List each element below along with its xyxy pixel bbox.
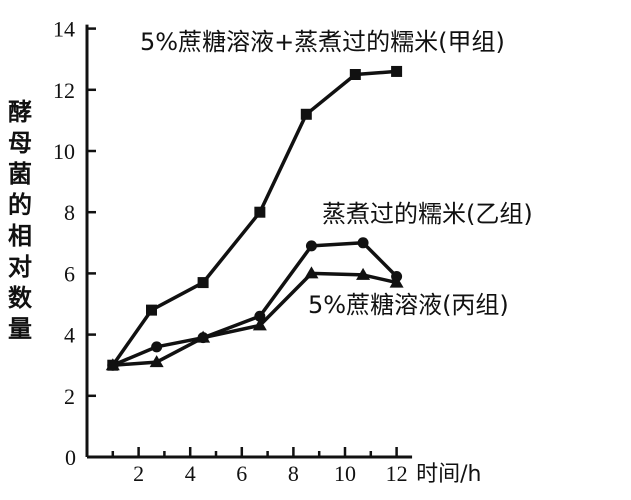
y-axis-title: 酵母菌的相对数量	[8, 98, 33, 343]
x-tick-label: 2	[133, 461, 144, 486]
triangle-marker	[304, 266, 319, 279]
circle-marker	[357, 237, 369, 249]
y-tick-label: 10	[53, 139, 75, 164]
circle-marker	[151, 341, 163, 353]
y-axis-title-char: 母	[8, 129, 32, 157]
series-layer	[105, 65, 404, 371]
circle-marker	[305, 240, 317, 252]
square-marker	[349, 69, 361, 80]
x-axis-title: 时间/h	[416, 462, 481, 487]
y-axis-title-char: 量	[8, 315, 32, 343]
square-marker	[254, 206, 266, 218]
triangle-marker	[149, 355, 164, 368]
y-axis-title-char: 菌	[8, 160, 32, 188]
triangle-marker	[105, 358, 120, 371]
x-tick-label: 10	[334, 461, 356, 486]
series-label-1: 蒸煮过的糯米(乙组)	[322, 200, 533, 228]
y-axis-title-char: 的	[8, 191, 32, 219]
y-tick-label: 8	[64, 200, 75, 225]
triangle-marker	[356, 267, 371, 280]
square-marker	[197, 277, 209, 289]
x-tick-label: 6	[236, 461, 247, 486]
x-tick-label: 8	[288, 461, 299, 486]
triangle-marker	[196, 330, 211, 343]
x-tick-label: 12	[386, 461, 408, 486]
y-axis-title-char: 酵	[8, 98, 32, 126]
y-axis-title-char: 相	[8, 222, 32, 250]
y-tick-label: 2	[64, 384, 75, 409]
y-tick-label: 6	[64, 261, 75, 286]
square-marker	[146, 304, 157, 316]
y-axis-title-char: 对	[8, 253, 32, 281]
ticks: 2 4 6 8 10 12 14 2 4 6 8 10 12	[53, 17, 408, 486]
triangle-marker	[252, 318, 267, 331]
y-axis-title-char: 数	[8, 284, 33, 312]
series-labels: 5%蔗糖溶液+蒸煮过的糯米(甲组) 蒸煮过的糯米(乙组) 5%蔗糖溶液(丙组)	[140, 28, 533, 319]
axes: 0 时间/h 酵母菌的相对数量	[8, 24, 481, 487]
circle-marker	[254, 310, 266, 322]
y-tick-label: 12	[53, 78, 75, 103]
y-tick-label: 14	[53, 17, 75, 42]
y-tick-label: 4	[64, 323, 75, 348]
series-label-2: 5%蔗糖溶液(丙组)	[308, 291, 509, 319]
square-marker	[300, 108, 312, 120]
x-tick-label: 4	[185, 461, 196, 486]
series-label-0: 5%蔗糖溶液+蒸煮过的糯米(甲组)	[140, 28, 505, 56]
triangle-marker	[389, 275, 404, 288]
square-marker	[391, 65, 403, 77]
origin-label: 0	[65, 445, 76, 470]
